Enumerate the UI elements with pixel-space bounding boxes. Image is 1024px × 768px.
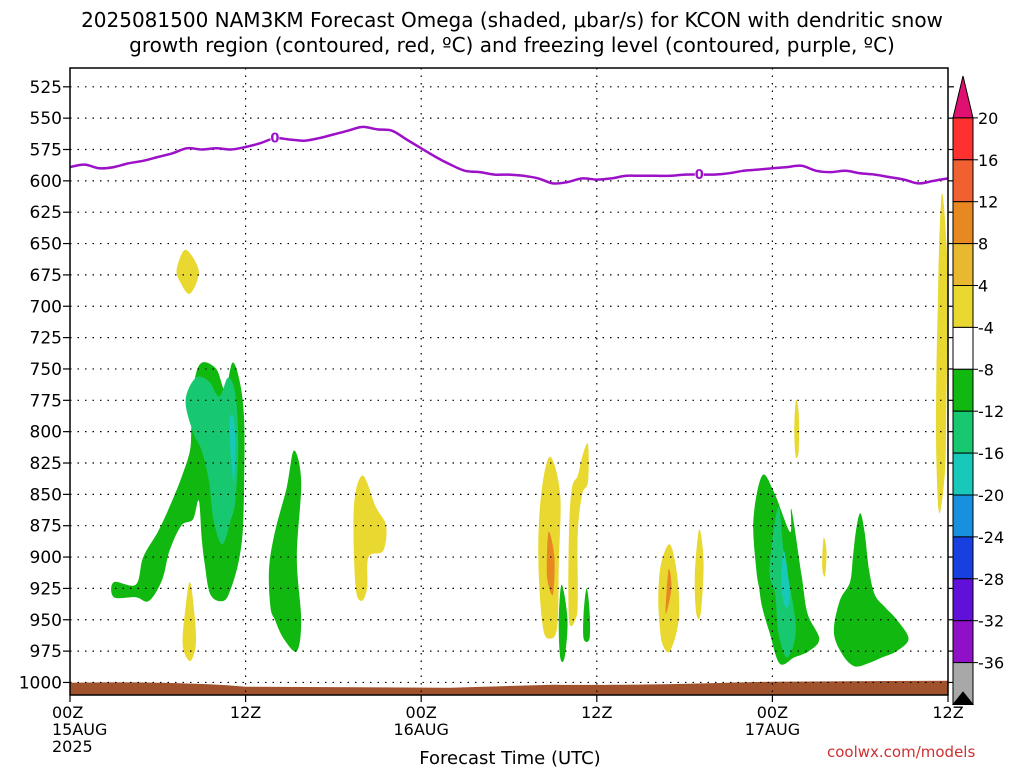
freezing-level-line [69, 125, 949, 185]
x-tick-label: 00Z [406, 703, 437, 722]
colorbar-box [952, 452, 974, 496]
x-tick-label: 00Z [52, 703, 83, 722]
colorbar-label: 4 [978, 277, 988, 296]
colorbar-label: -32 [978, 612, 1004, 631]
omega-region [794, 399, 800, 459]
y-axis-ticks: 525 550 575 600 625 650 675 700 725 750 775 800 825 8… [19, 78, 954, 693]
surface-terrain [70, 680, 948, 695]
omega-shading [111, 193, 948, 667]
x-tick-label: 2025 [52, 737, 93, 756]
colorbar-label: 12 [978, 193, 998, 212]
y-tick-label: 975 [30, 642, 62, 662]
chart-title-line1: 2025081500 NAM3KM Forecast Omega (shaded… [81, 8, 943, 32]
colorbar-label: -36 [978, 654, 1004, 673]
omega-region [833, 513, 909, 667]
y-tick-label: 900 [30, 548, 62, 568]
colorbar-box [952, 201, 974, 245]
y-tick-label: 850 [30, 485, 62, 505]
x-tick-label: 12Z [581, 703, 612, 722]
x-tick-label: 15AUG [52, 720, 107, 739]
colorbar-label: 8 [978, 235, 988, 254]
omega-region [182, 582, 197, 662]
omega-region [185, 376, 239, 545]
colorbar-label: -28 [978, 570, 1004, 589]
chart-title-line2: growth region (contoured, red, ºC) and f… [129, 33, 895, 57]
x-tick-label: 16AUG [393, 720, 448, 739]
colorbar: 20 16 12 8 4 -4 -8 -12 -16 -20 -24 -28 -32 -36 [951, 75, 1004, 705]
omega-region [781, 550, 791, 608]
omega-region [229, 414, 236, 482]
colorbar-box [952, 159, 974, 203]
freezing-level-contour: 00 [69, 125, 949, 185]
x-tick-label: 00Z [757, 703, 788, 722]
y-tick-label: 875 [30, 517, 62, 537]
y-tick-label: 600 [30, 172, 62, 192]
x-axis-label: Forecast Time (UTC) [419, 748, 600, 768]
colorbar-box [952, 243, 974, 287]
colorbar-box [952, 494, 974, 538]
colorbar-label: -8 [978, 360, 994, 379]
omega-region [665, 568, 672, 614]
colorbar-box [952, 578, 974, 622]
colorbar-box [952, 410, 974, 454]
y-tick-label: 1000 [19, 673, 62, 693]
x-tick-label: 12Z [932, 703, 963, 722]
colorbar-arrow-top [952, 75, 974, 119]
omega-region [558, 584, 568, 663]
y-tick-label: 525 [30, 78, 62, 98]
credit-text[interactable]: coolwx.com/models [827, 743, 976, 761]
y-tick-label: 675 [30, 266, 62, 286]
y-tick-label: 775 [30, 391, 62, 411]
colorbar-label: -4 [978, 318, 994, 337]
omega-region [694, 529, 704, 620]
x-tick-label: 17AUG [745, 720, 800, 739]
colorbar-label: -12 [978, 402, 1004, 421]
colorbar-box [952, 536, 974, 580]
omega-region [546, 531, 555, 596]
y-tick-label: 700 [30, 297, 62, 317]
contour-label: 0 [695, 168, 704, 183]
colorbar-label: -16 [978, 444, 1004, 463]
y-tick-label: 650 [30, 235, 62, 255]
colorbar-box [952, 326, 974, 370]
y-tick-label: 625 [30, 203, 62, 223]
x-tick-label: 12Z [230, 703, 261, 722]
contour-label-bg [694, 168, 704, 181]
omega-region [935, 193, 948, 514]
y-tick-label: 925 [30, 579, 62, 599]
omega-region [268, 450, 302, 652]
y-tick-label: 575 [30, 141, 62, 161]
colorbar-label: 20 [978, 109, 998, 128]
colorbar-label: -20 [978, 486, 1004, 505]
colorbar-box [952, 285, 974, 328]
y-tick-label: 725 [30, 329, 62, 349]
y-tick-label: 750 [30, 360, 62, 380]
y-tick-label: 550 [30, 109, 62, 129]
y-tick-label: 800 [30, 423, 62, 443]
contour-label-bg [270, 132, 280, 145]
plot-frame [69, 67, 949, 696]
omega-region [583, 588, 591, 642]
omega-region [176, 249, 199, 294]
omega-region [353, 475, 387, 601]
surface-fill [70, 680, 948, 695]
y-tick-label: 950 [30, 611, 62, 631]
y-tick-label: 825 [30, 454, 62, 474]
colorbar-label: -24 [978, 528, 1004, 547]
contour-label: 0 [270, 132, 279, 147]
colorbar-label: 16 [978, 151, 998, 170]
colorbar-arrow-bottom [951, 691, 975, 705]
colorbar-box [952, 117, 974, 161]
colorbar-box [952, 368, 974, 412]
omega-region [822, 537, 827, 577]
colorbar-box [952, 620, 974, 664]
omega-region [568, 443, 589, 627]
